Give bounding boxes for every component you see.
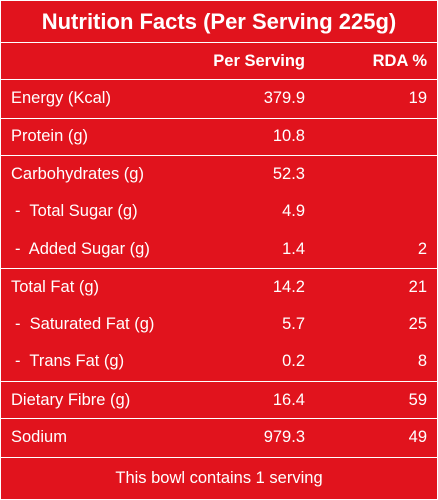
- nutrient-label: Protein (g): [11, 127, 89, 146]
- nutrient-rows: Energy (Kcal) 379.9 19 Protein (g) 10.8 …: [1, 80, 437, 456]
- nutrient-label: - Total Sugar (g): [15, 202, 138, 221]
- nutrient-value: 379.9: [263, 89, 305, 108]
- nutrient-row-sodium: Sodium 979.3 49: [1, 418, 437, 456]
- nutrient-rda: 8: [417, 352, 427, 371]
- nutrient-rda: 21: [408, 277, 427, 296]
- nutrient-row-dietary-fibre: Dietary Fibre (g) 16.4 59: [1, 380, 437, 419]
- nutrient-label: Energy (Kcal): [11, 89, 111, 108]
- nutrient-label: Total Fat (g): [11, 277, 100, 296]
- nutrition-title: Nutrition Facts (Per Serving 225g): [1, 1, 437, 43]
- nutrient-value: 0.2: [282, 352, 305, 371]
- nutrient-row-energy: Energy (Kcal) 379.9 19: [1, 80, 437, 118]
- nutrient-label: Carbohydrates (g): [11, 164, 144, 183]
- nutrient-value: 1.4: [282, 239, 305, 258]
- nutrient-value: 14.2: [272, 277, 305, 296]
- nutrient-row-total-sugar: - Total Sugar (g) 4.9: [1, 193, 437, 231]
- nutrient-value: 5.7: [282, 314, 305, 333]
- nutrient-label: Sodium: [11, 428, 67, 447]
- nutrient-row-added-sugar: - Added Sugar (g) 1.4 2: [1, 230, 437, 268]
- nutrient-label: - Saturated Fat (g): [15, 314, 155, 333]
- nutrient-rda: 19: [408, 89, 427, 108]
- nutrient-value: 52.3: [272, 164, 305, 183]
- rda-header: RDA %: [372, 52, 427, 70]
- nutrient-value: 10.8: [272, 127, 305, 146]
- nutrient-row-saturated-fat: - Saturated Fat (g) 5.7 25: [1, 306, 437, 344]
- nutrient-row-total-fat: Total Fat (g) 14.2 21: [1, 267, 437, 306]
- nutrient-row-trans-fat: - Trans Fat (g) 0.2 8: [1, 343, 437, 381]
- nutrient-label: Dietary Fibre (g): [11, 390, 131, 409]
- nutrient-label: - Added Sugar (g): [15, 239, 150, 258]
- nutrient-rda: 59: [408, 390, 427, 409]
- nutrient-rda: 49: [408, 428, 427, 447]
- nutrient-value: 4.9: [282, 202, 305, 221]
- nutrient-rda: 2: [417, 239, 427, 258]
- nutrient-row-carbohydrates: Carbohydrates (g) 52.3: [1, 155, 437, 193]
- nutrient-value: 16.4: [272, 390, 305, 409]
- nutrient-rda: 25: [408, 314, 427, 333]
- serving-footer: This bowl contains 1 serving: [1, 457, 437, 499]
- column-header-row: Per Serving RDA %: [1, 43, 437, 80]
- nutrient-label: - Trans Fat (g): [15, 352, 125, 371]
- nutrient-value: 979.3: [263, 428, 305, 447]
- per-serving-header: Per Serving: [213, 52, 305, 70]
- nutrient-row-protein: Protein (g) 10.8: [1, 117, 437, 156]
